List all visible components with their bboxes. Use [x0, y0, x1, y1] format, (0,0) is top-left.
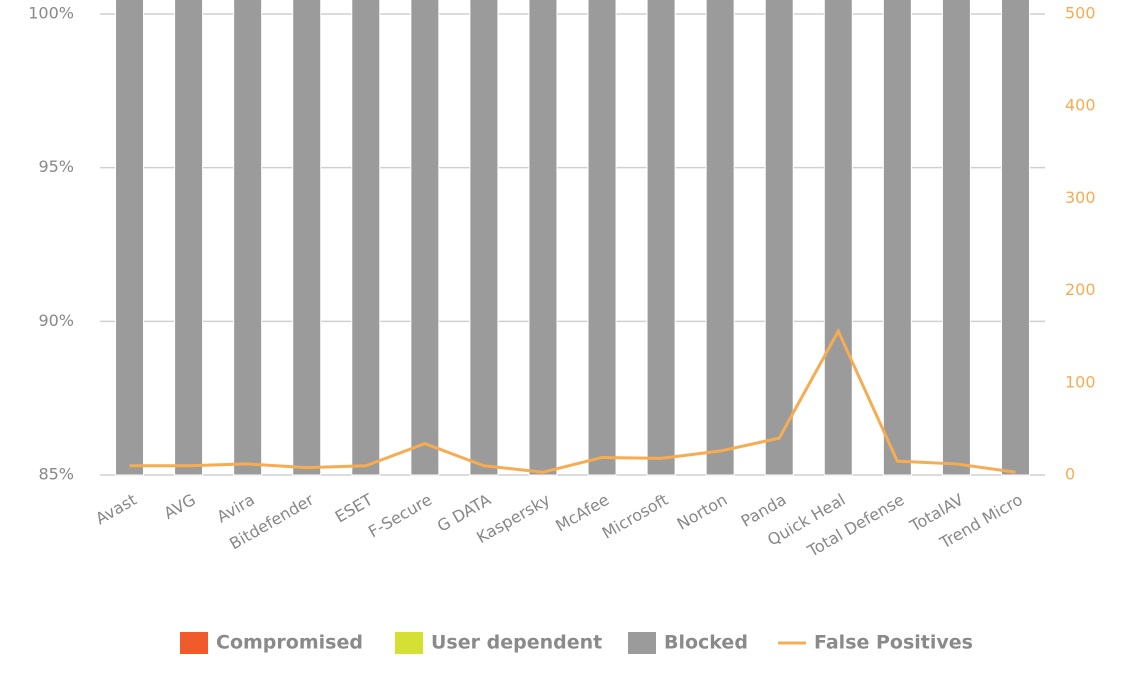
legend-label: User dependent	[431, 632, 602, 654]
y-tick-label: 90%	[38, 311, 74, 330]
legend-swatch	[180, 632, 208, 654]
x-tick-label: Microsoft	[599, 490, 672, 543]
bar-segment	[233, 0, 263, 476]
x-tick-label: AVG	[161, 490, 199, 523]
bar-segment	[823, 0, 853, 476]
y-tick-label: 100%	[28, 4, 74, 23]
y2-tick-label: 500	[1065, 4, 1096, 23]
legend-label: False Positives	[814, 632, 973, 654]
x-tick-label: Norton	[674, 490, 731, 534]
legend-label: Compromised	[216, 632, 363, 654]
x-tick-label: Avast	[92, 490, 140, 528]
bar-segment	[174, 0, 204, 476]
bar-segment	[410, 0, 440, 476]
legend-item: Blocked	[628, 632, 748, 654]
legend-item: False Positives	[778, 632, 973, 654]
bar-segment	[646, 0, 676, 476]
bar-segment	[764, 0, 794, 476]
bar-segment	[941, 0, 971, 476]
y2-tick-label: 0	[1065, 465, 1075, 484]
bar-segment	[115, 0, 145, 476]
y-tick-label: 85%	[38, 465, 74, 484]
y2-tick-label: 100	[1065, 372, 1096, 391]
bar-segment	[587, 0, 617, 476]
legend-swatch	[628, 632, 656, 654]
line-series	[129, 327, 1016, 474]
y2-tick-label: 200	[1065, 280, 1096, 299]
bar-segment	[292, 0, 322, 476]
x-tick-label: ESET	[332, 490, 376, 527]
legend-item: Compromised	[180, 632, 363, 654]
y2-tick-label: 300	[1065, 188, 1096, 207]
bar-segment	[705, 0, 735, 476]
bar-segment	[528, 0, 558, 476]
bar-segment	[1000, 0, 1030, 476]
bar-segment	[882, 0, 912, 476]
bar-segment	[469, 0, 499, 476]
legend-swatch	[395, 632, 423, 654]
x-tick-label: Avira	[213, 490, 257, 527]
y2-tick-label: 400	[1065, 96, 1096, 115]
bar-segment	[351, 0, 381, 476]
x-tick-label: F-Secure	[365, 490, 435, 541]
y-tick-label: 95%	[38, 157, 74, 176]
legend-item: User dependent	[395, 632, 602, 654]
legend-label: Blocked	[664, 632, 748, 654]
